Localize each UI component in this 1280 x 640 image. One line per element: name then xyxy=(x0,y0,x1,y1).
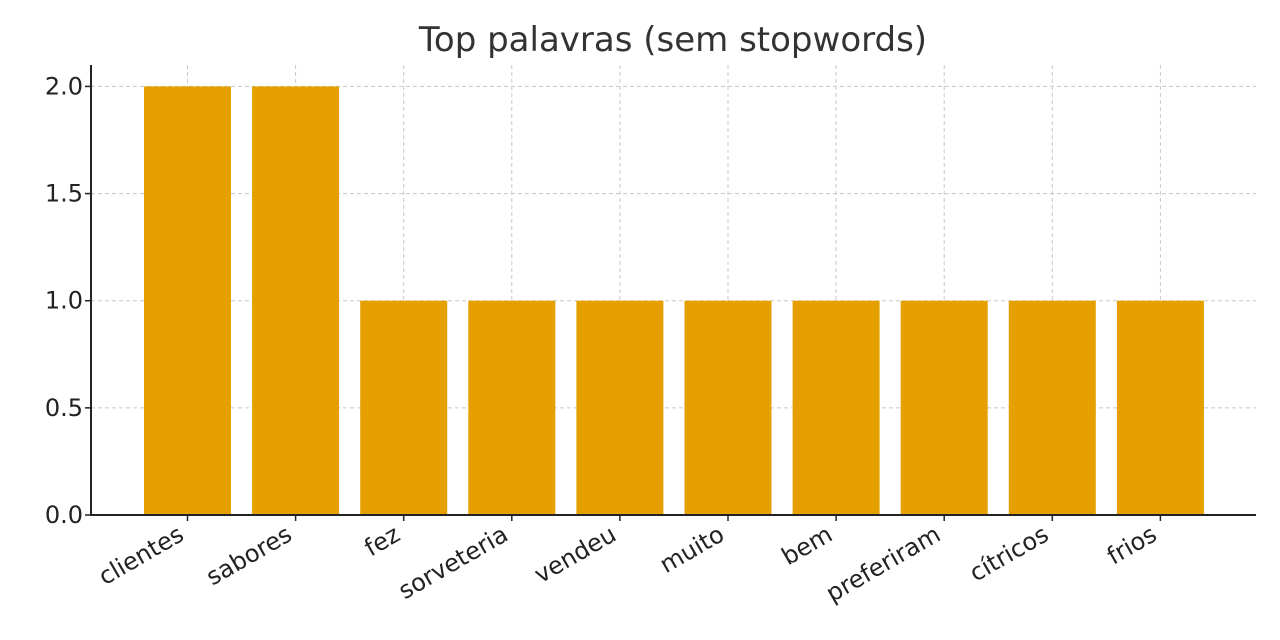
y-tick-label: 1.0 xyxy=(45,287,83,315)
bar-4 xyxy=(576,300,664,515)
bar-9 xyxy=(1116,300,1204,515)
x-tick-label: fez xyxy=(360,520,405,562)
bar-2 xyxy=(360,300,448,515)
bar-7 xyxy=(900,300,988,515)
x-tick-label: vendeu xyxy=(529,520,620,589)
y-axis-ticks: 0.0 0.5 1.0 1.5 2.0 xyxy=(45,72,91,529)
bar-6 xyxy=(792,300,880,515)
x-tick-label: clientes xyxy=(94,520,189,591)
y-tick-label: 1.5 xyxy=(45,180,83,208)
x-tick-label: muito xyxy=(655,520,729,579)
bars xyxy=(144,86,1204,515)
y-tick-label: 0.5 xyxy=(45,394,83,422)
bar-8 xyxy=(1008,300,1096,515)
x-tick-label: sabores xyxy=(201,520,296,591)
bar-0 xyxy=(144,86,231,515)
x-tick-label: cítricos xyxy=(965,520,1054,587)
bar-3 xyxy=(468,300,556,515)
x-tick-label: bem xyxy=(777,520,837,571)
x-tick-label: sorveteria xyxy=(394,520,513,605)
y-tick-label: 2.0 xyxy=(45,72,83,100)
x-tick-label: frios xyxy=(1102,520,1161,570)
y-tick-label: 0.0 xyxy=(45,501,83,529)
chart-title: Top palavras (sem stopwords) xyxy=(418,20,927,60)
bar-1 xyxy=(252,86,340,515)
x-tick-label: preferiram xyxy=(821,520,945,608)
bar-5 xyxy=(684,300,772,515)
